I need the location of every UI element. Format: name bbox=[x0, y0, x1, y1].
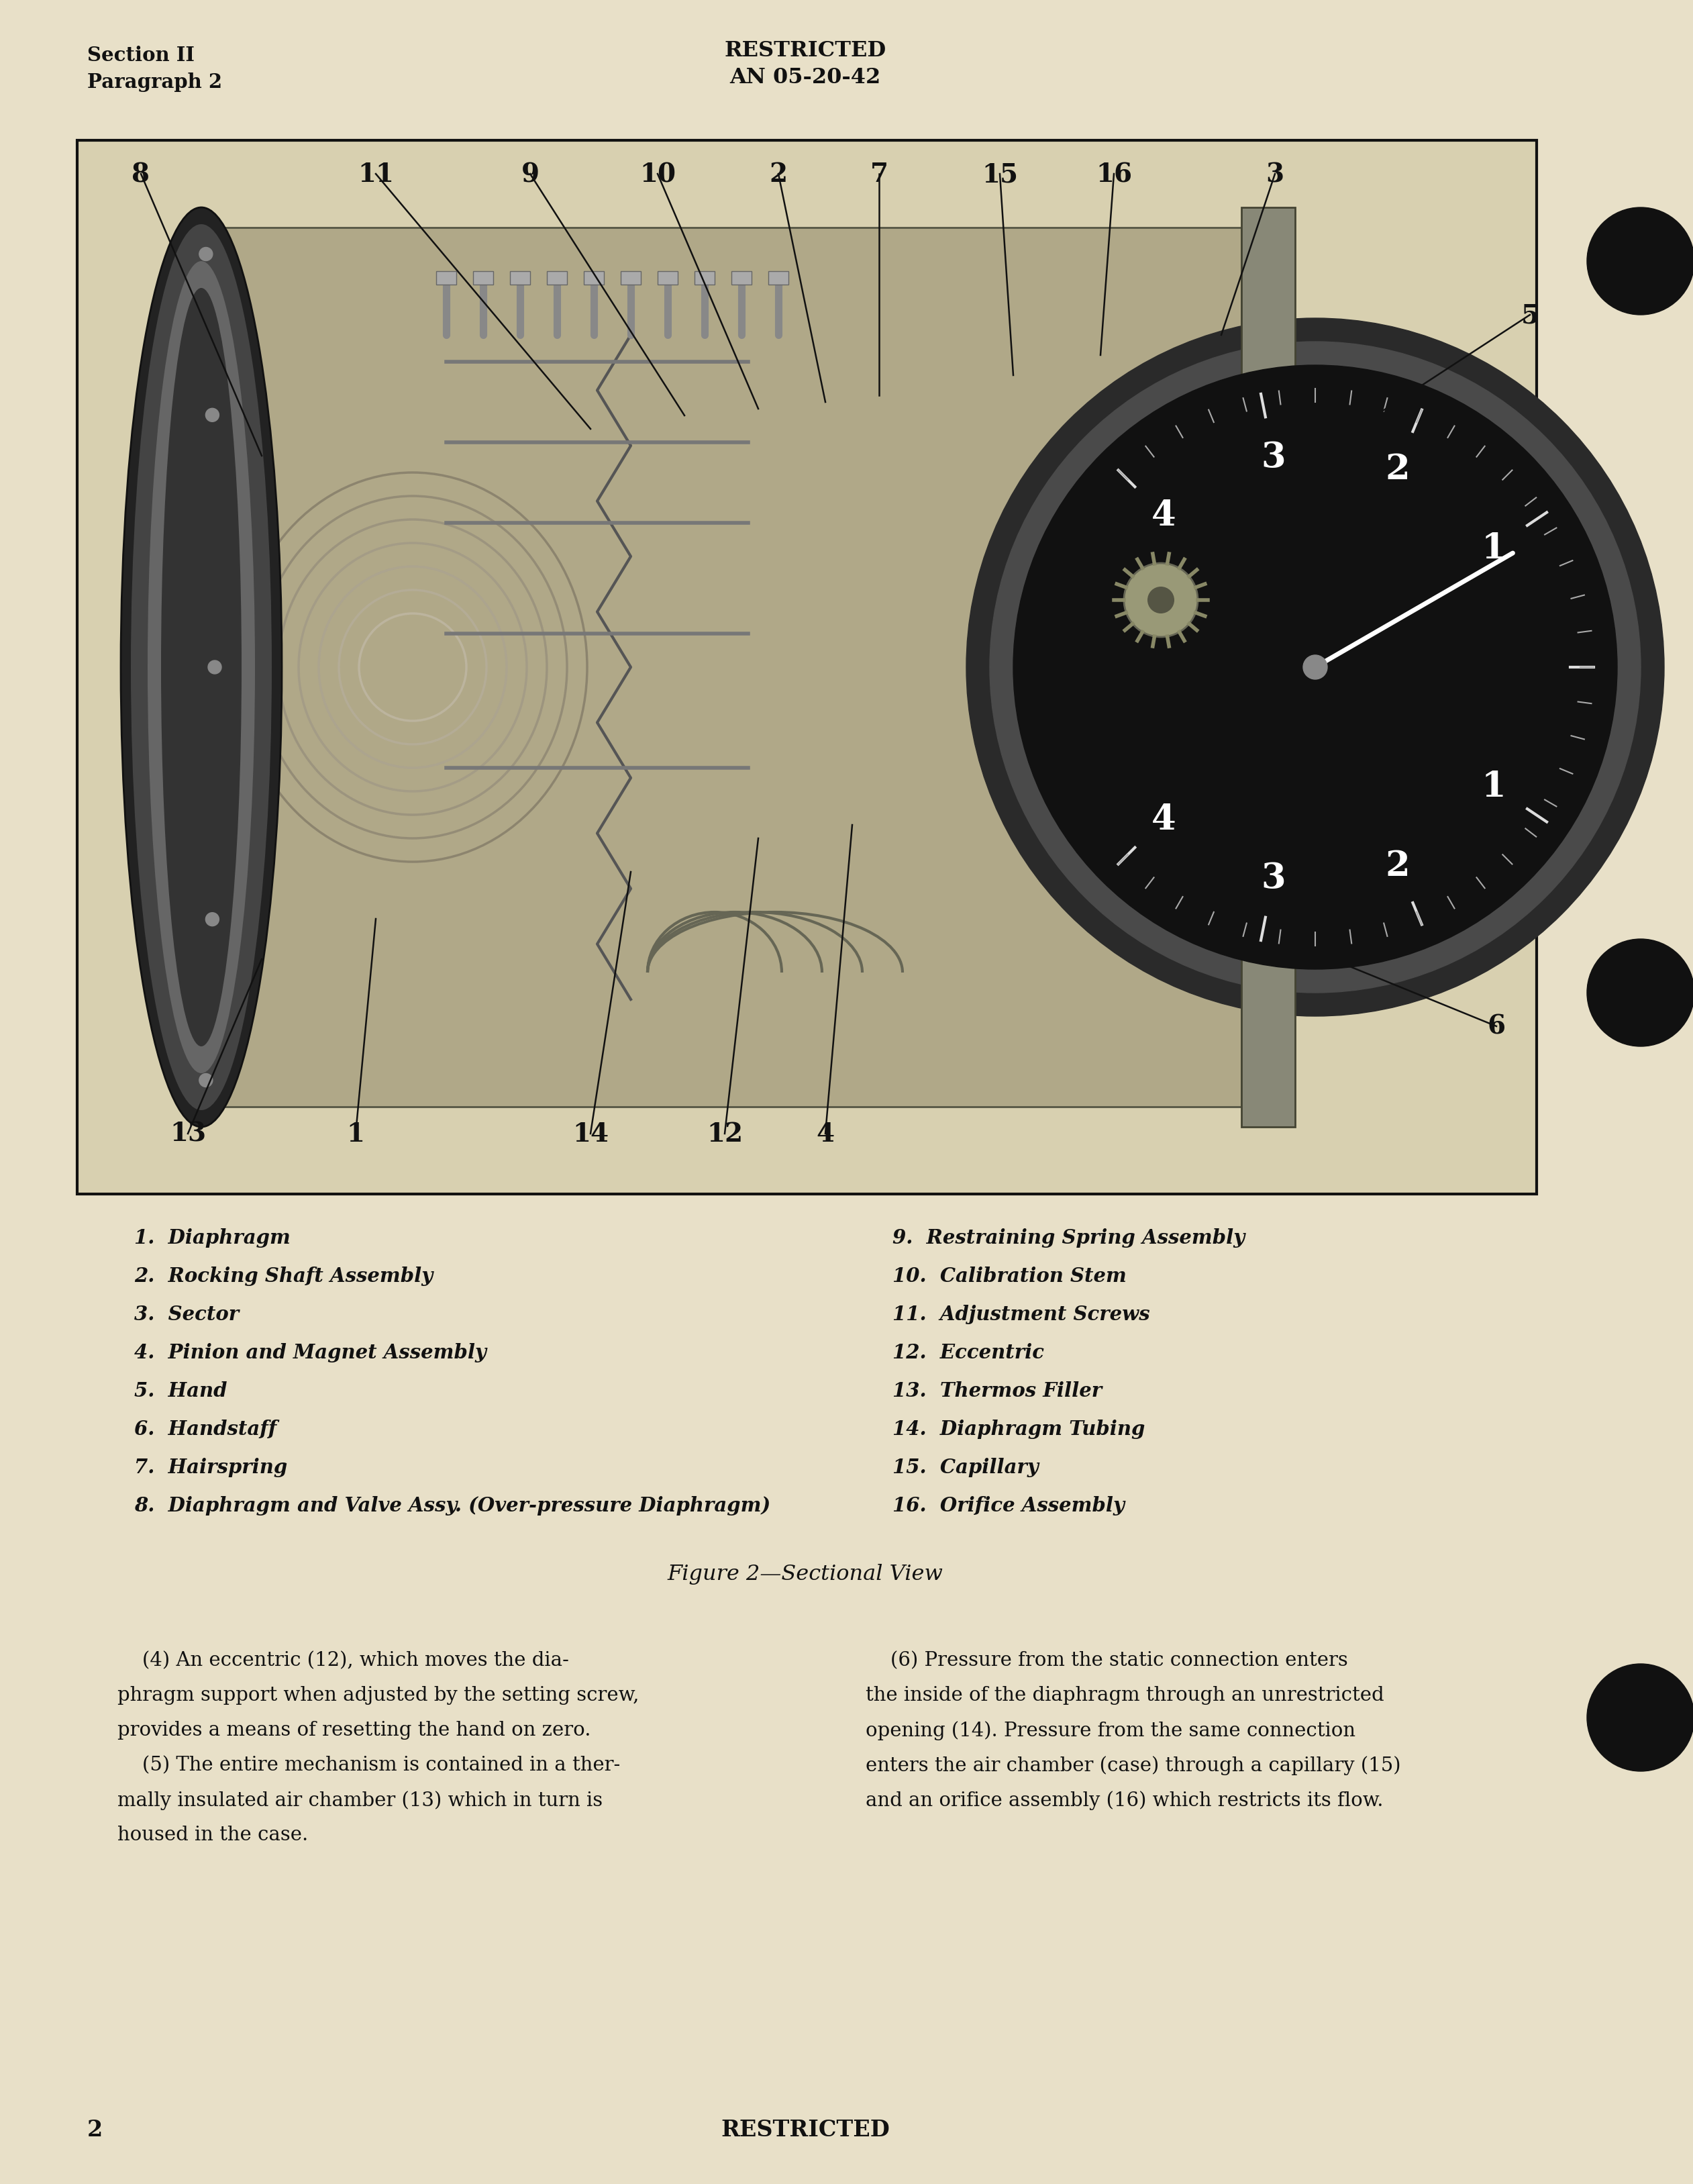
Text: 12: 12 bbox=[706, 1120, 743, 1147]
Text: 13: 13 bbox=[169, 1120, 207, 1147]
Circle shape bbox=[967, 319, 1664, 1016]
Bar bbox=[547, 271, 567, 286]
Bar bbox=[584, 271, 604, 286]
Text: 3: 3 bbox=[1261, 860, 1285, 895]
Text: 13.  Thermos Filler: 13. Thermos Filler bbox=[892, 1380, 1102, 1400]
Circle shape bbox=[205, 913, 218, 926]
Text: 11: 11 bbox=[357, 162, 394, 188]
Text: AN 05-20-42: AN 05-20-42 bbox=[730, 68, 880, 87]
Circle shape bbox=[1148, 587, 1175, 614]
Bar bbox=[657, 271, 677, 286]
Ellipse shape bbox=[120, 207, 281, 1127]
Text: 10: 10 bbox=[640, 162, 676, 188]
Text: 12.  Eccentric: 12. Eccentric bbox=[892, 1343, 1045, 1363]
Bar bbox=[78, 142, 1537, 1195]
Text: 9.  Restraining Spring Assembly: 9. Restraining Spring Assembly bbox=[892, 1227, 1244, 1247]
Circle shape bbox=[1586, 1664, 1693, 1771]
Text: 9: 9 bbox=[521, 162, 538, 188]
Bar bbox=[212, 227, 1241, 1107]
Text: 1: 1 bbox=[1481, 531, 1507, 566]
Text: 8.  Diaphragm and Valve Assy. (Over-pressure Diaphragm): 8. Diaphragm and Valve Assy. (Over-press… bbox=[134, 1496, 770, 1516]
Circle shape bbox=[1304, 655, 1327, 679]
Text: 2: 2 bbox=[1385, 452, 1410, 487]
Text: 5: 5 bbox=[1520, 304, 1539, 328]
Text: 11.  Adjustment Screws: 11. Adjustment Screws bbox=[892, 1304, 1150, 1324]
Text: 10.  Calibration Stem: 10. Calibration Stem bbox=[892, 1267, 1126, 1286]
Text: RESTRICTED: RESTRICTED bbox=[721, 2118, 891, 2140]
Circle shape bbox=[205, 408, 218, 422]
Text: 2: 2 bbox=[769, 162, 787, 188]
Text: enters the air chamber (case) through a capillary (15): enters the air chamber (case) through a … bbox=[865, 1756, 1400, 1776]
Text: 14.  Diaphragm Tubing: 14. Diaphragm Tubing bbox=[892, 1420, 1144, 1439]
Text: 16.  Orifice Assembly: 16. Orifice Assembly bbox=[892, 1496, 1124, 1516]
Text: 7.  Hairspring: 7. Hairspring bbox=[134, 1457, 288, 1476]
Text: housed in the case.: housed in the case. bbox=[117, 1826, 308, 1843]
Text: opening (14). Pressure from the same connection: opening (14). Pressure from the same con… bbox=[865, 1721, 1356, 1741]
Text: and an orifice assembly (16) which restricts its flow.: and an orifice assembly (16) which restr… bbox=[865, 1791, 1383, 1811]
Text: mally insulated air chamber (13) which in turn is: mally insulated air chamber (13) which i… bbox=[117, 1791, 603, 1811]
Circle shape bbox=[200, 249, 213, 262]
Ellipse shape bbox=[147, 262, 256, 1075]
Circle shape bbox=[200, 1075, 213, 1088]
Text: (6) Pressure from the static connection enters: (6) Pressure from the static connection … bbox=[865, 1651, 1348, 1669]
Bar bbox=[621, 271, 642, 286]
Text: 14: 14 bbox=[572, 1120, 609, 1147]
Text: 4.  Pinion and Magnet Assembly: 4. Pinion and Magnet Assembly bbox=[134, 1343, 486, 1363]
Text: 1: 1 bbox=[1481, 769, 1507, 804]
Text: (5) The entire mechanism is contained in a ther-: (5) The entire mechanism is contained in… bbox=[117, 1756, 620, 1773]
Bar bbox=[472, 271, 493, 286]
Text: 6.  Handstaff: 6. Handstaff bbox=[134, 1420, 276, 1439]
Text: 16: 16 bbox=[1095, 162, 1133, 188]
Text: Section II: Section II bbox=[88, 46, 195, 66]
Circle shape bbox=[1586, 207, 1693, 314]
Circle shape bbox=[1124, 563, 1197, 638]
Text: 2: 2 bbox=[88, 2118, 103, 2140]
Text: 1: 1 bbox=[347, 1120, 364, 1147]
Text: 2: 2 bbox=[1385, 850, 1410, 882]
Text: 4: 4 bbox=[1151, 498, 1175, 533]
Bar bbox=[769, 271, 789, 286]
Text: 4: 4 bbox=[816, 1120, 835, 1147]
Ellipse shape bbox=[130, 225, 273, 1109]
Text: 6: 6 bbox=[1486, 1013, 1505, 1040]
Circle shape bbox=[1012, 365, 1617, 970]
Text: 8: 8 bbox=[132, 162, 151, 188]
Bar bbox=[510, 271, 530, 286]
Text: provides a means of resetting the hand on zero.: provides a means of resetting the hand o… bbox=[117, 1721, 591, 1738]
Text: 5.  Hand: 5. Hand bbox=[134, 1380, 227, 1400]
Text: 2.  Rocking Shaft Assembly: 2. Rocking Shaft Assembly bbox=[134, 1267, 433, 1286]
Text: phragm support when adjusted by the setting screw,: phragm support when adjusted by the sett… bbox=[117, 1686, 638, 1704]
Circle shape bbox=[208, 662, 222, 675]
Circle shape bbox=[990, 343, 1641, 994]
Text: 4: 4 bbox=[1151, 802, 1175, 836]
Text: Paragraph 2: Paragraph 2 bbox=[88, 72, 222, 92]
Text: the inside of the diaphragm through an unrestricted: the inside of the diaphragm through an u… bbox=[865, 1686, 1385, 1704]
Bar bbox=[731, 271, 752, 286]
Text: 3: 3 bbox=[1261, 439, 1285, 474]
Text: 15.  Capillary: 15. Capillary bbox=[892, 1457, 1038, 1476]
Text: 3.  Sector: 3. Sector bbox=[134, 1304, 239, 1324]
Bar bbox=[437, 271, 457, 286]
Text: Figure 2—Sectional View: Figure 2—Sectional View bbox=[667, 1564, 943, 1583]
Text: 7: 7 bbox=[870, 162, 889, 188]
Ellipse shape bbox=[161, 288, 242, 1046]
Text: 3: 3 bbox=[1266, 162, 1283, 188]
Text: RESTRICTED: RESTRICTED bbox=[725, 39, 885, 61]
Text: 15: 15 bbox=[982, 162, 1017, 188]
Text: 1.  Diaphragm: 1. Diaphragm bbox=[134, 1227, 291, 1247]
Text: (4) An eccentric (12), which moves the dia-: (4) An eccentric (12), which moves the d… bbox=[117, 1651, 569, 1669]
Bar bbox=[1241, 207, 1295, 1127]
Circle shape bbox=[1586, 939, 1693, 1046]
Bar bbox=[694, 271, 714, 286]
